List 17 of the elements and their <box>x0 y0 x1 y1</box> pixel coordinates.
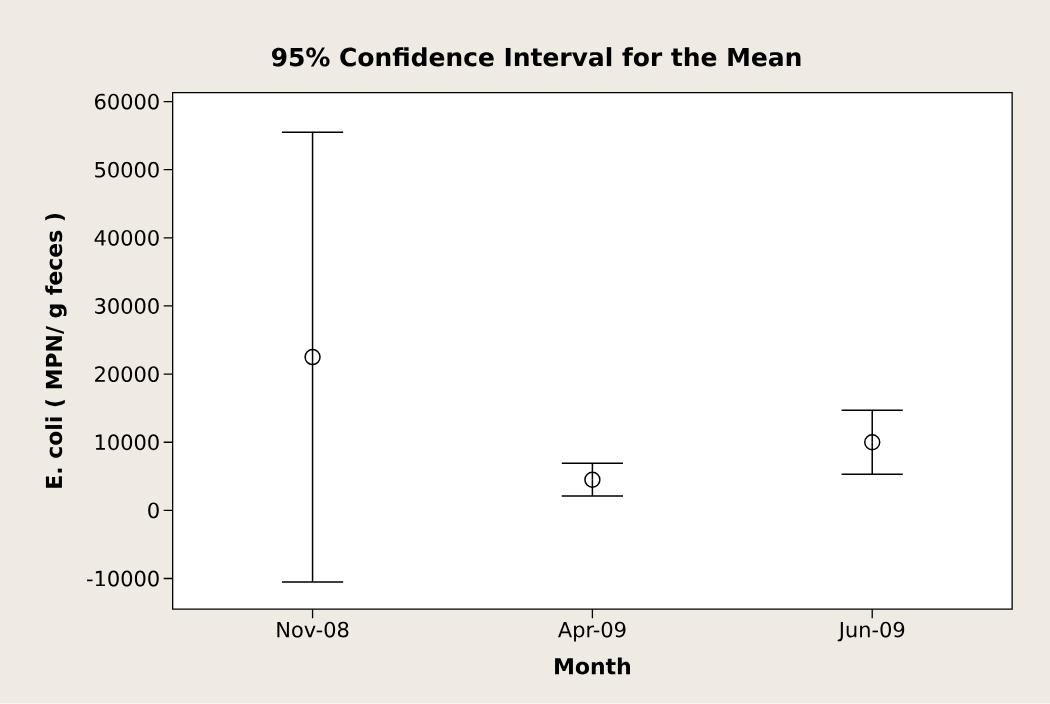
point <box>584 471 601 488</box>
y-tick-label: 30000 <box>95 298 159 314</box>
point <box>863 434 881 451</box>
y-tick-label: 50000 <box>95 161 159 178</box>
y-tick-label: 0 <box>148 502 159 519</box>
y-axis-title: E. coli ( MPN/ g feces ) <box>45 214 67 488</box>
x-tick-label: Jun-09 <box>837 621 905 642</box>
y-tick-label: 10000 <box>95 434 159 451</box>
point <box>304 348 321 366</box>
y-tick-label: 60000 <box>95 93 159 110</box>
y-tick-label: 40000 <box>94 229 159 246</box>
chart-title: 95% Confidence Interval for the Mean <box>272 47 801 67</box>
y-tick-label: -10000 <box>87 570 159 587</box>
x-tick-label: Apr-09 <box>558 621 626 642</box>
x-tick-label: Nov-08 <box>277 621 349 638</box>
y-tick-label: 20000 <box>95 366 159 383</box>
x-axis-title: Month <box>555 657 630 675</box>
